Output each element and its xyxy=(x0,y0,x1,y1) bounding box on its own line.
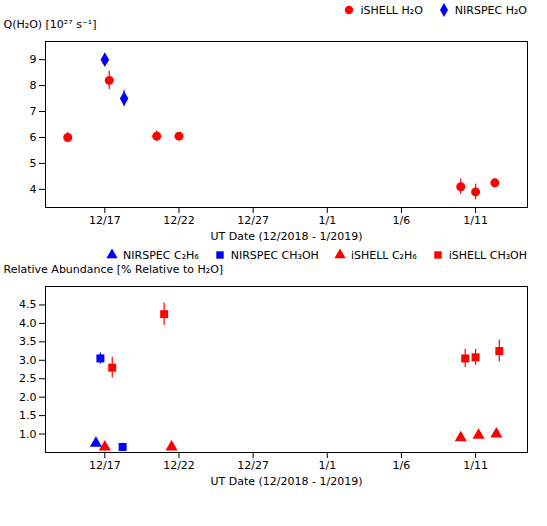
svg-text:1.0: 1.0 xyxy=(19,428,37,441)
html-text:iSHELL C₂H₆: iSHELL C₂H₆ xyxy=(350,248,417,262)
svg-text:6: 6 xyxy=(30,131,37,144)
svg-text:9: 9 xyxy=(30,53,37,66)
svg-text:Q(H₂O) [10²⁷ s⁻¹]: Q(H₂O) [10²⁷ s⁻¹] xyxy=(4,18,97,31)
svg-text:1/6: 1/6 xyxy=(393,214,411,227)
svg-text:1.5: 1.5 xyxy=(19,409,37,422)
svg-text:3.0: 3.0 xyxy=(19,354,37,367)
svg-text:1/11: 1/11 xyxy=(463,214,488,227)
svg-text:2.5: 2.5 xyxy=(19,372,37,385)
html-text:NIRSPEC H₂O: NIRSPEC H₂O xyxy=(454,3,527,17)
svg-text:12/17: 12/17 xyxy=(89,214,121,227)
svg-text:12/22: 12/22 xyxy=(163,214,195,227)
svg-text:UT Date (12/2018 - 1/2019): UT Date (12/2018 - 1/2019) xyxy=(211,230,363,243)
svg-text:12/27: 12/27 xyxy=(237,459,269,472)
svg-text:1/11: 1/11 xyxy=(463,459,488,472)
svg-text:Relative Abundance [% Relative: Relative Abundance [% Relative to H₂O] xyxy=(4,263,224,276)
svg-text:4: 4 xyxy=(30,183,37,196)
svg-text:5: 5 xyxy=(30,157,37,170)
svg-text:8: 8 xyxy=(30,79,37,92)
html-text:NIRSPEC CH₃OH: NIRSPEC CH₃OH xyxy=(230,248,319,262)
svg-text:4.5: 4.5 xyxy=(19,298,37,311)
svg-text:UT Date (12/2018 - 1/2019): UT Date (12/2018 - 1/2019) xyxy=(211,475,363,488)
svg-text:12/22: 12/22 xyxy=(163,459,195,472)
svg-text:12/27: 12/27 xyxy=(237,214,269,227)
svg-text:2.0: 2.0 xyxy=(19,391,37,404)
svg-text:12/17: 12/17 xyxy=(89,459,121,472)
svg-text:3.5: 3.5 xyxy=(19,335,37,348)
svg-text:4.0: 4.0 xyxy=(19,317,37,330)
svg-text:1/6: 1/6 xyxy=(393,459,411,472)
svg-text:1/1: 1/1 xyxy=(318,459,336,472)
svg-text:1/1: 1/1 xyxy=(318,214,336,227)
html-text:NIRSPEC C₂H₆: NIRSPEC C₂H₆ xyxy=(123,248,199,262)
html-text:iSHELL CH₃OH: iSHELL CH₃OH xyxy=(448,248,527,262)
html-text:iSHELL H₂O: iSHELL H₂O xyxy=(360,3,423,17)
svg-text:7: 7 xyxy=(30,105,37,118)
